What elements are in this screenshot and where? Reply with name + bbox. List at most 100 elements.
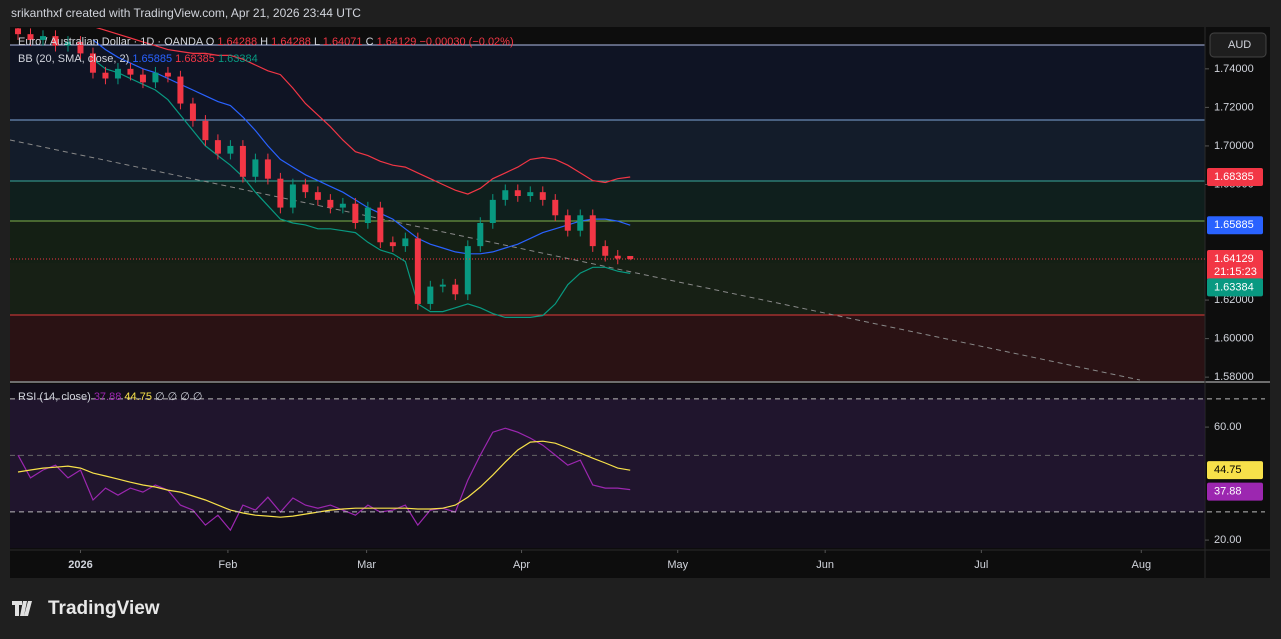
- ohlc-prefix: H: [260, 36, 268, 48]
- rsi-legend: RSI (14, close) 37.88 44.75 ∅ ∅ ∅ ∅: [18, 391, 203, 403]
- candle-body: [314, 192, 321, 200]
- y-tick-label: 1.62000: [1214, 294, 1254, 306]
- candle-body: [77, 41, 84, 54]
- symbol: Euro / Australian Dollar · 1D · OANDA: [18, 36, 204, 48]
- ohlc-prefix: L: [314, 36, 320, 48]
- trend-line: [10, 139, 1141, 381]
- ohlc-value: 1.64288: [271, 36, 311, 48]
- bb-legend: BB (20, SMA, close, 2) 1.65885 1.68385 1…: [18, 53, 258, 65]
- rsi-pane: [10, 398, 1205, 532]
- candle-body: [39, 36, 46, 40]
- candle-body: [402, 238, 409, 247]
- bb-lower-label: 1.63384: [1214, 281, 1254, 293]
- ohlc-prefix: C: [366, 36, 374, 48]
- candle-body: [327, 199, 334, 208]
- zone: [10, 221, 1205, 263]
- x-tick-label: 2026: [68, 559, 92, 571]
- candle-body: [439, 284, 446, 287]
- y-tick-label: 1.60000: [1214, 333, 1254, 345]
- x-tick-label: Jun: [816, 559, 834, 571]
- x-tick-label: Feb: [218, 559, 237, 571]
- ohlc-prefix: O: [206, 36, 215, 48]
- candle-body: [564, 215, 571, 231]
- x-tick-label: Mar: [357, 559, 376, 571]
- candle-body: [264, 159, 271, 179]
- bb-lower: [92, 58, 631, 318]
- y-tick-label: 60.00: [1214, 421, 1242, 433]
- candle-body: [139, 74, 146, 83]
- candle-body: [614, 255, 621, 259]
- credit: srikanthxf created with TradingView.com,…: [11, 6, 361, 20]
- rsi-ma-badge: [1207, 461, 1263, 480]
- candle-body: [352, 203, 359, 223]
- candle-body: [177, 76, 184, 104]
- last-price-badge: [1207, 250, 1263, 281]
- candle-body: [152, 72, 159, 83]
- x-tick-label: Apr: [513, 559, 530, 571]
- bb-basis-label: 1.65885: [1214, 219, 1254, 231]
- y-tick-label: 1.72000: [1214, 101, 1254, 113]
- rsi-line: [17, 427, 631, 532]
- x-tick-label: Jul: [974, 559, 988, 571]
- candle-body: [214, 140, 221, 154]
- candle-body: [252, 159, 259, 177]
- candle-body: [289, 184, 296, 208]
- brand: TradingView: [48, 598, 160, 619]
- bb-lower: 1.63384: [218, 53, 258, 65]
- candle-body: [202, 120, 209, 141]
- change: −0.00030 (−0.02%): [419, 36, 513, 48]
- y-tick-label: 1.74000: [1214, 63, 1254, 75]
- candle-body: [227, 145, 234, 154]
- candle-body: [602, 246, 609, 256]
- candle-body: [189, 103, 196, 121]
- rsi-badge: [1207, 482, 1263, 501]
- x-tick-label: Aug: [1131, 559, 1151, 571]
- logo-mark: [12, 601, 32, 616]
- legend-row: Euro / Australian Dollar · 1D · OANDA O …: [18, 36, 514, 48]
- zone: [10, 263, 1205, 315]
- price-pane: [14, 28, 634, 318]
- ohlc-value: 1.64129: [377, 36, 417, 48]
- y-tick-label: 1.70000: [1214, 140, 1254, 152]
- last-price-label: 1.64129: [1214, 253, 1254, 265]
- candle-body: [14, 28, 21, 35]
- candle-body: [302, 184, 309, 193]
- rsi-label: 37.88: [1214, 485, 1242, 497]
- zone: [10, 45, 1205, 120]
- bb-basis-badge: [1207, 216, 1263, 235]
- countdown: 21:15:23: [1214, 266, 1257, 278]
- candle-body: [377, 207, 384, 243]
- candle-body: [627, 255, 634, 260]
- ohlc-value: 1.64071: [323, 36, 363, 48]
- bb-basis: 1.65885: [132, 53, 172, 65]
- bb-upper-label: 1.68385: [1214, 171, 1254, 183]
- candle-body: [364, 207, 371, 223]
- candle-body: [414, 238, 421, 304]
- candle-body: [102, 72, 109, 79]
- currency-button[interactable]: [1209, 32, 1267, 58]
- currency: AUD: [1228, 39, 1251, 51]
- rsi-extra: ∅ ∅ ∅ ∅: [155, 391, 203, 403]
- rsi-ma-label: 44.75: [1214, 464, 1242, 476]
- bb-upper: [95, 28, 631, 195]
- candle-body: [64, 41, 71, 46]
- candle-body: [427, 286, 434, 304]
- y-tick-label: 20.00: [1214, 534, 1242, 546]
- x-tick-label: May: [667, 559, 688, 571]
- legend: Euro / Australian Dollar · 1D · OANDA O …: [18, 36, 514, 403]
- zones: [10, 44, 1205, 381]
- candle-body: [502, 190, 509, 200]
- y-tick-label: 1.58000: [1214, 371, 1254, 383]
- candle-body: [589, 215, 596, 247]
- candle-body: [489, 199, 496, 223]
- candle-body: [477, 222, 484, 247]
- bb-upper: 1.68385: [175, 53, 215, 65]
- candle-body: [239, 145, 246, 177]
- candle-body: [527, 192, 534, 197]
- candle-body: [514, 190, 521, 197]
- candle-body: [339, 203, 346, 208]
- candle-body: [552, 199, 559, 216]
- candle-body: [127, 68, 134, 75]
